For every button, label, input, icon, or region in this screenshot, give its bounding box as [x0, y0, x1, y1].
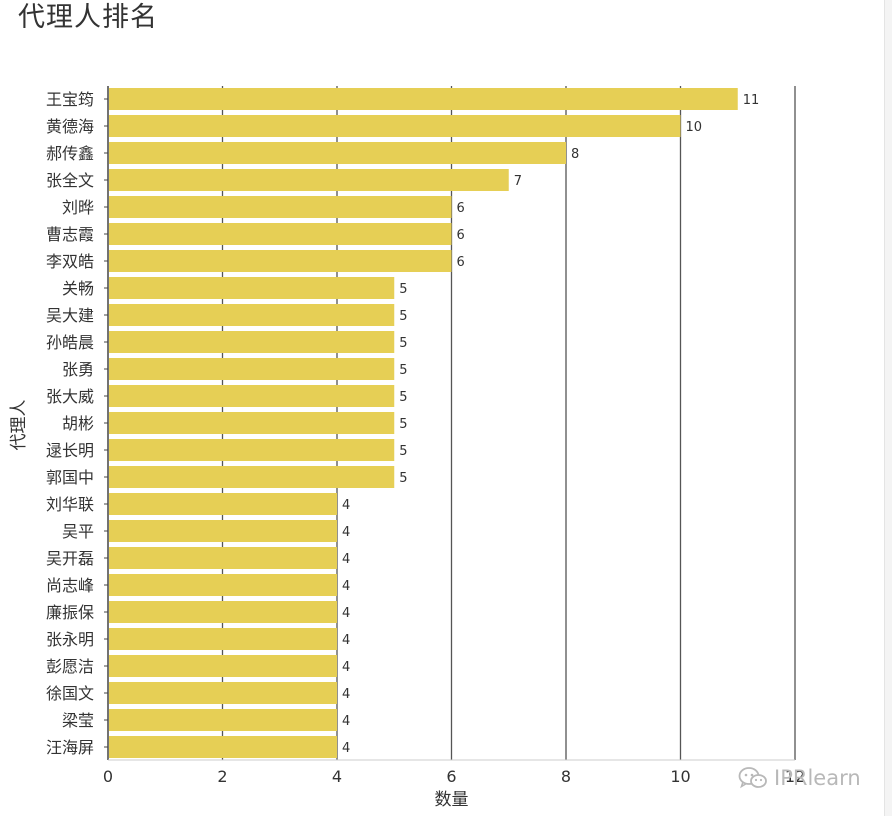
- data-label: 6: [457, 255, 465, 270]
- labels: 王宝筠 11 黄德海 10 郝传鑫 8 张全文 7 刘晔 6 曹志霞 6 李双皓 6 关畅 5 吴大建 5 孙皓晨 5…: [9, 90, 759, 810]
- bar: [109, 115, 681, 137]
- data-label: 5: [399, 309, 407, 324]
- bar: [109, 88, 738, 110]
- chart-title: 代理人排名: [18, 2, 158, 33]
- category-label: 刘华联: [46, 495, 94, 514]
- category-label: 胡彬: [62, 414, 94, 433]
- data-label: 4: [342, 633, 350, 648]
- bar: [109, 655, 337, 677]
- watermark: IPRlearn: [738, 766, 861, 790]
- data-label: 4: [342, 660, 350, 675]
- page-edge: [884, 0, 892, 816]
- data-label: 5: [399, 282, 407, 297]
- category-label: 张勇: [62, 360, 94, 379]
- bar: [109, 601, 337, 623]
- bar: [109, 439, 395, 461]
- data-label: 8: [571, 147, 579, 162]
- bar: [109, 277, 395, 299]
- x-tick-label: 2: [217, 767, 227, 786]
- bar: [109, 223, 452, 245]
- data-label: 4: [342, 714, 350, 729]
- category-label: 吴大建: [46, 306, 94, 325]
- bar: [109, 385, 395, 407]
- bar: [109, 709, 337, 731]
- x-tick-label: 8: [561, 767, 571, 786]
- watermark-text: IPRlearn: [774, 766, 861, 790]
- bar: [109, 304, 395, 326]
- bar: [109, 331, 395, 353]
- bar: [109, 520, 337, 542]
- bars: [109, 88, 738, 758]
- data-label: 5: [399, 471, 407, 486]
- category-label: 郭国中: [46, 468, 94, 487]
- data-label: 5: [399, 444, 407, 459]
- data-label: 5: [399, 390, 407, 405]
- x-tick-label: 6: [446, 767, 456, 786]
- bar: [109, 142, 566, 164]
- x-tick-label: 0: [103, 767, 113, 786]
- category-label: 张全文: [46, 171, 94, 190]
- category-label: 李双皓: [46, 252, 94, 271]
- bar: [109, 493, 337, 515]
- category-label: 彭愿洁: [46, 657, 94, 676]
- x-tick-label: 10: [670, 767, 690, 786]
- data-label: 4: [342, 741, 350, 756]
- category-label: 吴开磊: [46, 549, 94, 568]
- data-label: 10: [686, 120, 703, 135]
- category-label: 吴平: [62, 522, 94, 541]
- bar: [109, 196, 452, 218]
- category-label: 刘晔: [62, 198, 94, 217]
- category-label: 王宝筠: [46, 90, 94, 109]
- bar: [109, 412, 395, 434]
- category-label: 黄德海: [46, 117, 94, 136]
- category-label: 梁莹: [62, 711, 94, 730]
- x-axis-title: 数量: [435, 790, 469, 810]
- wechat-icon: [738, 766, 768, 790]
- category-label: 逯长明: [46, 441, 94, 460]
- data-label: 4: [342, 552, 350, 567]
- bar: [109, 628, 337, 650]
- bar: [109, 169, 509, 191]
- data-label: 4: [342, 606, 350, 621]
- category-label: 张永明: [46, 630, 94, 649]
- bar: [109, 736, 337, 758]
- category-label: 徐国文: [46, 684, 94, 703]
- data-label: 5: [399, 417, 407, 432]
- category-label: 张大威: [46, 387, 94, 406]
- bar: [109, 574, 337, 596]
- data-label: 6: [457, 201, 465, 216]
- data-label: 6: [457, 228, 465, 243]
- x-tick-label: 12: [785, 767, 805, 786]
- data-label: 7: [514, 174, 522, 189]
- bar: [109, 466, 395, 488]
- data-label: 4: [342, 498, 350, 513]
- data-label: 5: [399, 336, 407, 351]
- category-label: 汪海屏: [46, 738, 94, 757]
- data-label: 4: [342, 525, 350, 540]
- x-tick-label: 4: [332, 767, 342, 786]
- bar: [109, 682, 337, 704]
- bar: [109, 250, 452, 272]
- data-label: 4: [342, 579, 350, 594]
- bar: [109, 547, 337, 569]
- bar: [109, 358, 395, 380]
- category-label: 孙皓晨: [46, 333, 94, 352]
- y-axis-title: 代理人: [9, 400, 29, 451]
- data-label: 11: [743, 93, 760, 108]
- category-label: 尚志峰: [46, 576, 94, 595]
- category-label: 郝传鑫: [46, 144, 94, 163]
- category-label: 关畅: [62, 279, 94, 298]
- axes: 0 2 4 6 8 10 12: [103, 86, 805, 786]
- category-label: 曹志霞: [46, 225, 94, 244]
- category-label: 廉振保: [46, 603, 94, 622]
- data-label: 5: [399, 363, 407, 378]
- data-label: 4: [342, 687, 350, 702]
